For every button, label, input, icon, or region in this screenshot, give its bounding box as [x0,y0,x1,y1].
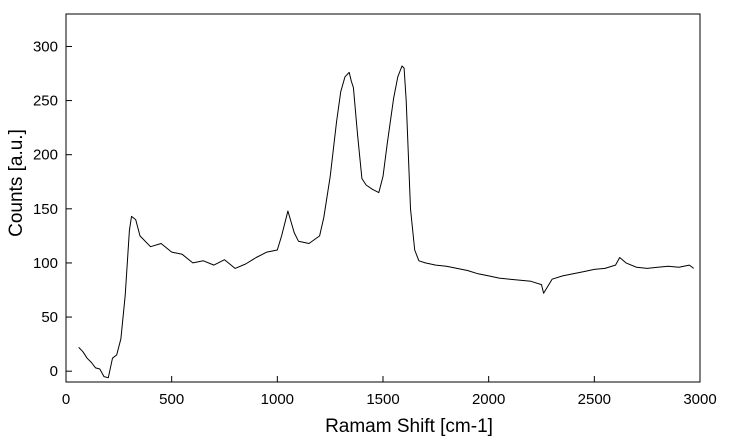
y-axis-title: Counts [a.u.] [6,129,27,237]
x-axis-title: Ramam Shift [cm-1] [325,416,493,437]
y-tick-label: 200 [33,147,58,164]
y-tick-label: 300 [33,38,58,55]
raman-spectrum-line [78,65,695,379]
x-tick-label: 500 [159,391,184,408]
x-tick-label: 2000 [472,391,505,408]
x-tick-label: 1000 [261,391,294,408]
x-tick-label: 0 [62,391,70,408]
x-tick-label: 3000 [683,391,716,408]
x-tick-label: 1500 [366,391,399,408]
x-tick-label: 2500 [578,391,611,408]
y-tick-label: 0 [50,363,58,380]
y-tick-label: 250 [33,93,58,110]
y-tick-label: 50 [41,309,58,326]
y-tick-label: 150 [33,201,58,218]
plot-frame [65,13,701,383]
y-tick-label: 100 [33,255,58,272]
y-axis-ticks: 0 50 100 150 200 250 300 [33,38,72,380]
x-axis-ticks: 0 500 1000 1500 2000 2500 3000 [62,376,717,408]
